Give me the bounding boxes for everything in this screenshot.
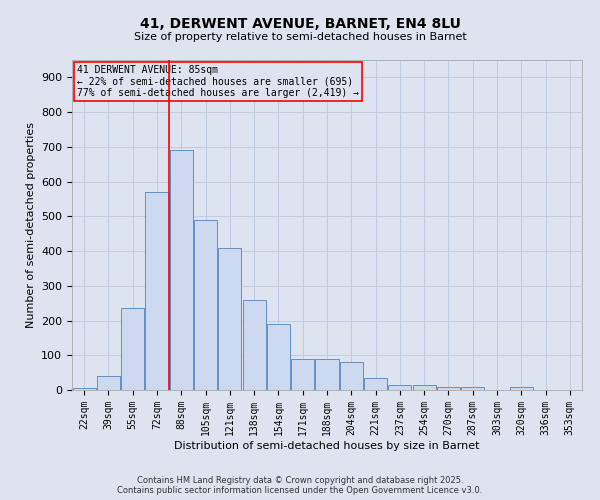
Text: 41 DERWENT AVENUE: 85sqm
← 22% of semi-detached houses are smaller (695)
77% of : 41 DERWENT AVENUE: 85sqm ← 22% of semi-d… [77,65,359,98]
Text: Contains HM Land Registry data © Crown copyright and database right 2025.
Contai: Contains HM Land Registry data © Crown c… [118,476,482,495]
Bar [388,385,412,390]
Bar [194,220,217,390]
Bar [413,385,436,390]
Bar [340,362,363,390]
Bar [437,386,460,390]
Y-axis label: Number of semi-detached properties: Number of semi-detached properties [26,122,35,328]
Bar [242,300,266,390]
Bar [267,324,290,390]
Bar [121,308,144,390]
Bar [510,386,533,390]
Bar [461,386,484,390]
X-axis label: Distribution of semi-detached houses by size in Barnet: Distribution of semi-detached houses by … [174,440,480,450]
Text: 41, DERWENT AVENUE, BARNET, EN4 8LU: 41, DERWENT AVENUE, BARNET, EN4 8LU [140,18,460,32]
Text: Size of property relative to semi-detached houses in Barnet: Size of property relative to semi-detach… [134,32,466,42]
Bar [291,358,314,390]
Bar [218,248,241,390]
Bar [170,150,193,390]
Bar [73,388,95,390]
Bar [97,376,120,390]
Bar [316,358,338,390]
Bar [145,192,169,390]
Bar [364,378,387,390]
